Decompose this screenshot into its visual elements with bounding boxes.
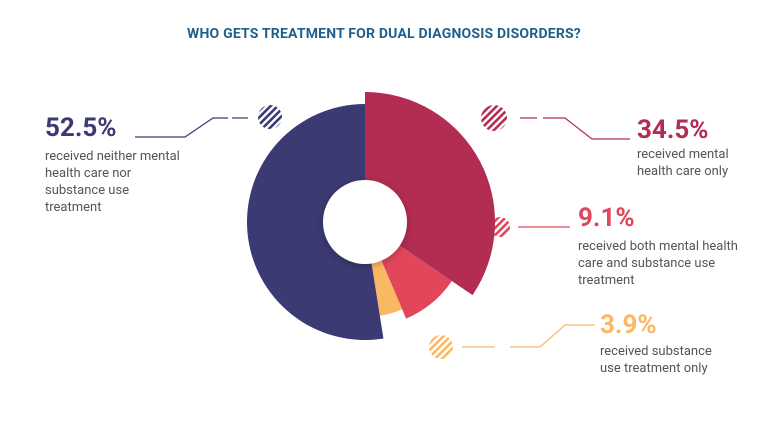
pie-slice [246,104,384,341]
value-label: 9.1% [578,203,635,233]
leader-line [543,117,630,140]
value-label: 34.5% [637,115,709,145]
category-label: received mental health care only [637,147,729,179]
leaders [135,117,630,348]
category-label: received substance use treatment only [600,344,712,376]
chart-title: WHO GETS TREATMENT FOR DUAL DIAGNOSIS DI… [187,26,581,42]
category-label: received neither mental health care nor … [45,149,180,215]
hatch-dot [258,105,282,129]
hatch-dot [481,105,507,131]
value-label: 52.5% [45,113,117,143]
value-label: 3.9% [600,310,657,340]
pie-slice [365,92,495,296]
leader-line [510,324,595,348]
center-hole [323,180,407,264]
category-label: received both mental health care and sub… [578,239,738,288]
leader-line [135,117,228,138]
hatch-dot [429,335,453,359]
